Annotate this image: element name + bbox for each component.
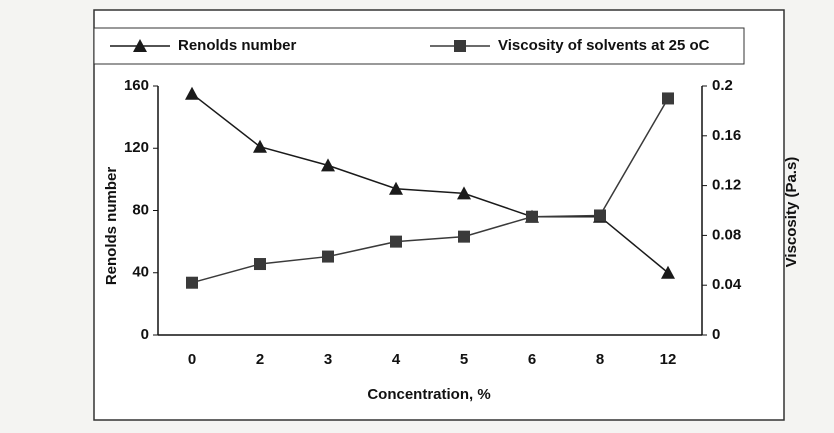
legend-marker — [454, 40, 466, 52]
x-tick-label: 2 — [256, 351, 264, 368]
y2-tick-label: 0.12 — [712, 177, 741, 194]
x-tick-label: 3 — [324, 351, 332, 368]
data-point — [389, 181, 403, 195]
data-point — [322, 250, 334, 263]
data-point — [458, 230, 470, 243]
y2-tick-label: 0.16 — [712, 127, 741, 144]
legend-label: Renolds number — [178, 37, 297, 54]
y2-tick-label: 0.04 — [712, 276, 742, 293]
data-point — [253, 139, 267, 153]
y2-tick-label: 0.2 — [712, 77, 733, 94]
x-tick-label: 8 — [596, 351, 604, 368]
x-tick-label: 12 — [660, 351, 677, 368]
y-tick-label: 120 — [124, 139, 149, 156]
data-point — [321, 158, 335, 172]
data-point — [662, 92, 674, 105]
x-tick-label: 5 — [460, 351, 468, 368]
x-tick-label: 4 — [392, 351, 401, 368]
series-line — [191, 93, 669, 274]
data-point — [390, 235, 402, 248]
series-line — [191, 98, 669, 284]
chart-frame — [93, 9, 785, 421]
data-point — [186, 276, 198, 289]
data-point — [594, 209, 606, 222]
y-tick-label: 0 — [141, 326, 149, 343]
data-point — [526, 210, 538, 223]
y-tick-label: 80 — [132, 201, 149, 218]
y-axis-title: Renolds number — [103, 167, 120, 286]
x-tick-label: 6 — [528, 351, 536, 368]
x-axis-title: Concentration, % — [367, 386, 490, 403]
legend-box — [93, 27, 745, 65]
data-point — [185, 86, 199, 100]
data-point — [254, 258, 266, 271]
y-tick-label: 160 — [124, 77, 149, 94]
data-point — [661, 265, 675, 279]
legend-label: Viscosity of solvents at 25 oC — [498, 37, 710, 54]
y2-tick-label: 0.08 — [712, 226, 741, 243]
y-tick-label: 40 — [132, 264, 149, 281]
y2-tick-label: 0 — [712, 326, 720, 343]
y2-axis-title: Viscosity (Pa.s) — [783, 157, 800, 268]
data-point — [457, 186, 471, 200]
legend-marker — [133, 39, 147, 52]
x-tick-label: 0 — [188, 351, 196, 368]
